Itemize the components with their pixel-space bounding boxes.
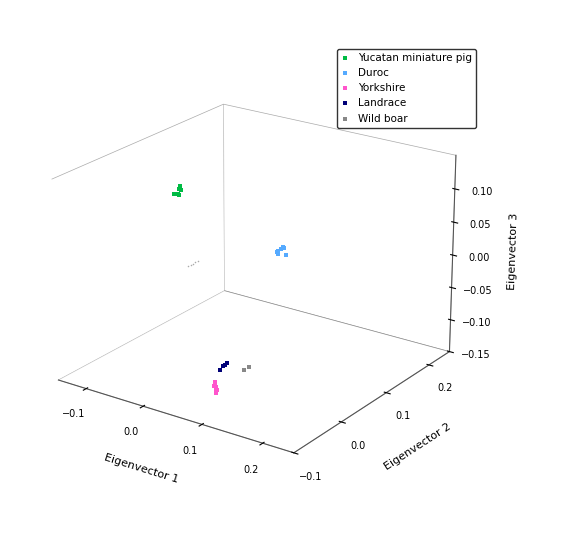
X-axis label: Eigenvector 1: Eigenvector 1 <box>104 453 180 485</box>
Y-axis label: Eigenvector 2: Eigenvector 2 <box>382 421 453 472</box>
Legend: Yucatan miniature pig, Duroc, Yorkshire, Landrace, Wild boar: Yucatan miniature pig, Duroc, Yorkshire,… <box>337 49 476 128</box>
